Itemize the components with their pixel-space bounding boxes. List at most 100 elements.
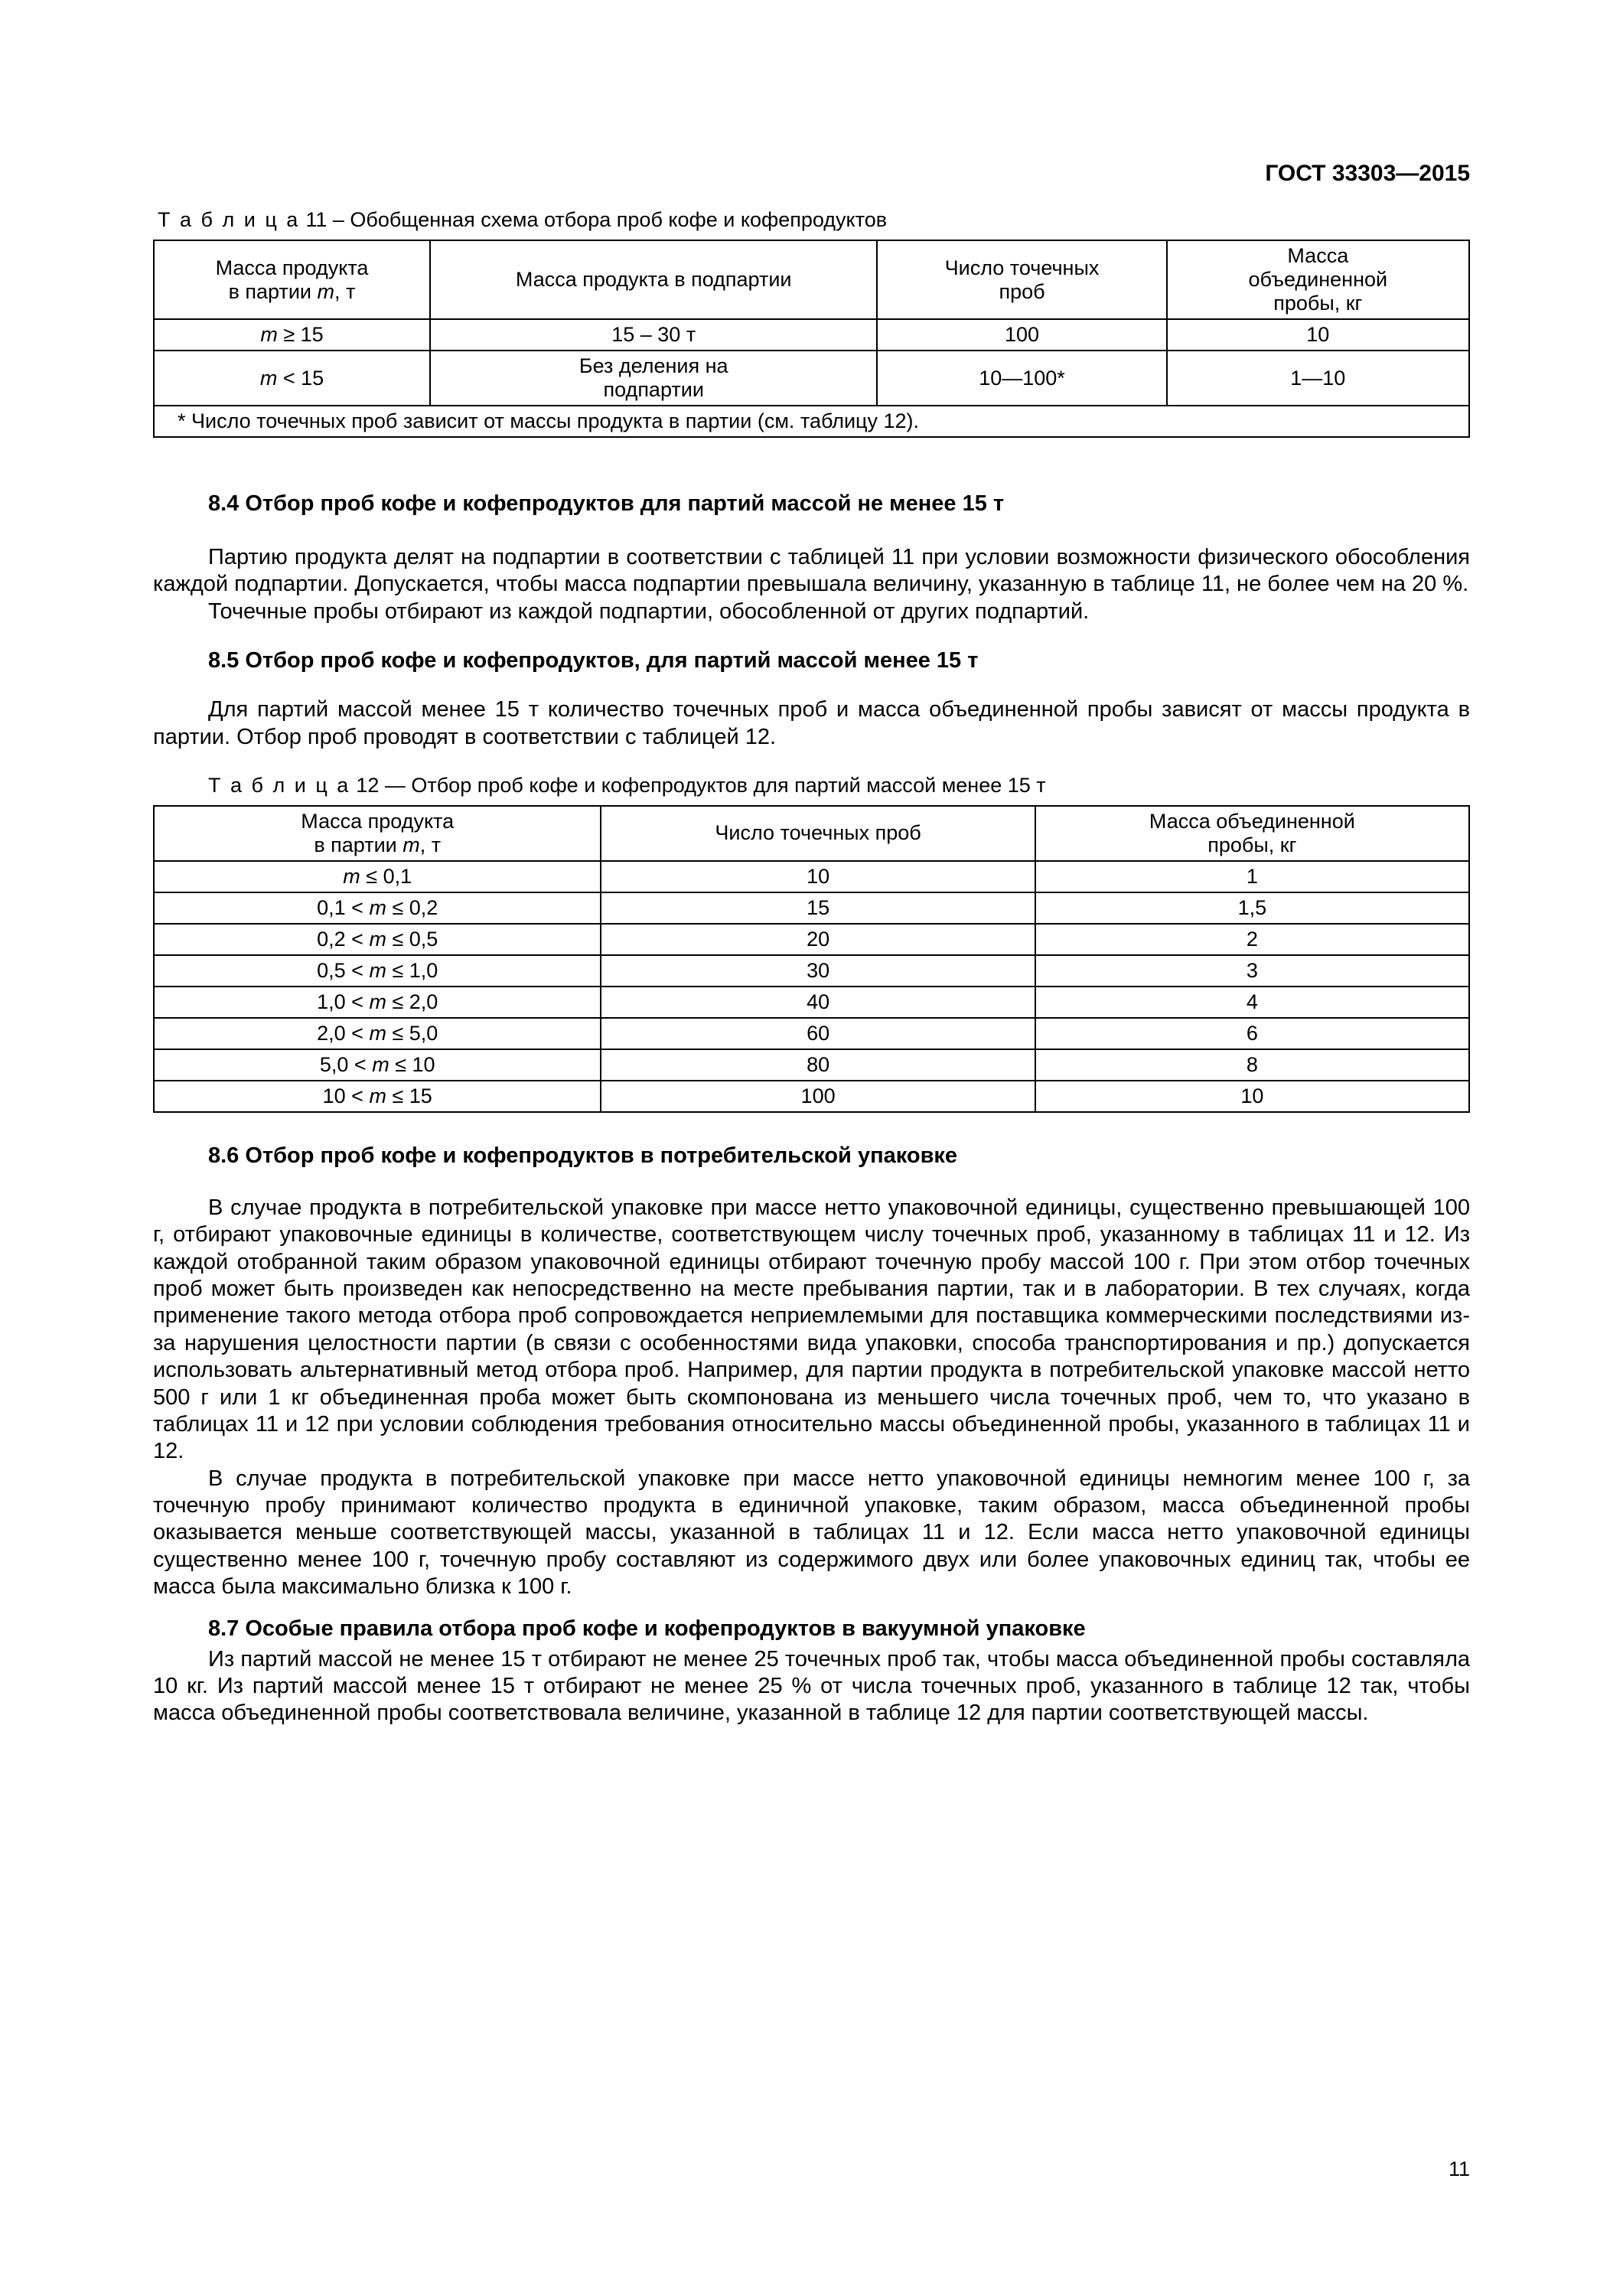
table12-row-7: 5,0 < m ≤ 10 80 8 [154, 1049, 1469, 1081]
t11-r2c2a: Без деления на [579, 354, 728, 377]
t12-r2c1m: m [369, 896, 386, 919]
table12-row-1: m ≤ 0,1 10 1 [154, 861, 1469, 892]
t12-r3c1r: ≤ 0,5 [386, 928, 438, 951]
t12-r1c1r: ≤ 0,1 [360, 865, 412, 888]
t12-h1c: m [402, 833, 420, 856]
para-8-7-1: Из партий массой не менее 15 т отбирают … [153, 1646, 1470, 1727]
table11-h4: Масса объединенной пробы, кг [1167, 240, 1469, 319]
t12-h1a: Масса продукта [301, 810, 454, 833]
t12-r8c2: 100 [601, 1081, 1035, 1112]
t12-r4c1p: 0,5 < [317, 959, 369, 982]
t12-r5c3: 4 [1035, 987, 1469, 1018]
table11-caption-prefix: Т а б л и ц а [158, 208, 300, 231]
t12-r6c1r: ≤ 5,0 [386, 1022, 438, 1045]
t11-r1c4: 10 [1167, 319, 1469, 351]
t12-r7c2: 80 [601, 1049, 1035, 1081]
page: ГОСТ 33303—2015 Т а б л и ц а 11 – Обобщ… [0, 0, 1623, 2296]
t12-r1c1m: m [343, 865, 360, 888]
t12-h1b: в партии [314, 833, 402, 856]
t12-r7c1r: ≤ 10 [389, 1053, 435, 1076]
t12-r6c1: 2,0 < m ≤ 5,0 [154, 1018, 601, 1049]
t12-r6c1p: 2,0 < [317, 1022, 369, 1045]
t12-r3c1m: m [369, 928, 386, 951]
table12-caption-prefix: Т а б л и ц а [208, 774, 350, 797]
t12-r2c1p: 0,1 < [317, 896, 369, 919]
t12-r7c3: 8 [1035, 1049, 1469, 1081]
t11-r2c4: 1—10 [1167, 351, 1469, 406]
table11-footnote: * Число точечных проб зависит от массы п… [154, 406, 1469, 437]
table12-row-5: 1,0 < m ≤ 2,0 40 4 [154, 987, 1469, 1018]
table12: Масса продукта в партии m, т Число точеч… [153, 805, 1470, 1113]
t12-r3c1: 0,2 < m ≤ 0,5 [154, 924, 601, 955]
t12-r4c2: 30 [601, 955, 1035, 987]
page-number: 11 [1449, 2157, 1470, 2181]
t12-r8c1: 10 < m ≤ 15 [154, 1081, 601, 1112]
t12-r6c1m: m [369, 1022, 386, 1045]
heading-8-5: 8.5 Отбор проб кофе и кофепродуктов, для… [153, 648, 1470, 673]
table12-row-3: 0,2 < m ≤ 0,5 20 2 [154, 924, 1469, 955]
t12-r7c1: 5,0 < m ≤ 10 [154, 1049, 601, 1081]
table12-row-8: 10 < m ≤ 15 100 10 [154, 1081, 1469, 1112]
t11-h1c: m [318, 280, 335, 303]
heading-8-7: 8.7 Особые правила отбора проб кофе и ко… [153, 1616, 1470, 1642]
t12-r7c1m: m [372, 1053, 389, 1076]
t12-h1d: , т [420, 833, 441, 856]
table12-row-4: 0,5 < m ≤ 1,0 30 3 [154, 955, 1469, 987]
table11-row-1: m ≥ 15 15 – 30 т 100 10 [154, 319, 1469, 351]
t11-h1a: Масса продукта [216, 256, 369, 279]
t11-r1c2: 15 – 30 т [430, 319, 877, 351]
table12-caption-rest: 12 — Отбор проб кофе и кофепродуктов для… [350, 774, 1046, 797]
table12-row-6: 2,0 < m ≤ 5,0 60 6 [154, 1018, 1469, 1049]
t11-r2c1: m < 15 [154, 351, 430, 406]
t11-r1c3: 100 [877, 319, 1166, 351]
t12-r3c1p: 0,2 < [317, 928, 369, 951]
t12-h3a: Масса объединенной [1149, 810, 1355, 833]
t11-h4b: объединенной [1249, 268, 1388, 291]
para-8-6-1: В случае продукта в потребительской упак… [153, 1195, 1470, 1466]
t12-r1c1: m ≤ 0,1 [154, 861, 601, 892]
t11-h4a: Масса [1287, 244, 1348, 267]
t12-r5c1m: m [369, 990, 386, 1013]
t12-r1c3: 1 [1035, 861, 1469, 892]
t11-footnote-cell: * Число точечных проб зависит от массы п… [154, 406, 1469, 437]
heading-8-4: 8.4 Отбор проб кофе и кофепродуктов для … [153, 491, 1470, 517]
table12-h2: Число точечных проб [601, 806, 1035, 861]
para-8-6-2: В случае продукта в потребительской упак… [153, 1466, 1470, 1601]
t12-r5c2: 40 [601, 987, 1035, 1018]
table11-h3: Число точечных проб [877, 240, 1166, 319]
table11-caption-rest: 11 – Обобщенная схема отбора проб кофе и… [300, 208, 887, 231]
para-8-4-1: Партию продукта делят на подпартии в соо… [153, 544, 1470, 598]
table11: Масса продукта в партии m, т Масса проду… [153, 240, 1470, 438]
heading-8-6: 8.6 Отбор проб кофе и кофепродуктов в по… [153, 1143, 1470, 1169]
t12-r2c2: 15 [601, 892, 1035, 924]
table11-h1: Масса продукта в партии m, т [154, 240, 430, 319]
t12-r5c1p: 1,0 < [317, 990, 369, 1013]
t12-r6c3: 6 [1035, 1018, 1469, 1049]
table12-header-row: Масса продукта в партии m, т Число точеч… [154, 806, 1469, 861]
t12-r8c1m: m [369, 1084, 386, 1107]
table11-header-row: Масса продукта в партии m, т Масса проду… [154, 240, 1469, 319]
t12-r4c1m: m [369, 959, 386, 982]
t11-h3b: проб [999, 280, 1045, 303]
table12-row-2: 0,1 < m ≤ 0,2 15 1,5 [154, 892, 1469, 924]
t12-r8c3: 10 [1035, 1081, 1469, 1112]
t12-r3c2: 20 [601, 924, 1035, 955]
t11-r1c1m: m [260, 323, 278, 346]
table11-caption: Т а б л и ц а 11 – Обобщенная схема отбо… [158, 208, 1470, 232]
table12-h3: Масса объединенной пробы, кг [1035, 806, 1469, 861]
table11-h2: Масса продукта в подпартии [430, 240, 877, 319]
t12-r4c1r: ≤ 1,0 [386, 959, 438, 982]
para-8-5-1: Для партий массой менее 15 т количество … [153, 696, 1470, 751]
para-8-4-2: Точечные пробы отбирают из каждой подпар… [153, 598, 1470, 625]
t12-r2c3: 1,5 [1035, 892, 1469, 924]
t11-h3a: Число точечных [945, 256, 1100, 279]
t12-r1c2: 10 [601, 861, 1035, 892]
t12-r3c3: 2 [1035, 924, 1469, 955]
t12-r6c2: 60 [601, 1018, 1035, 1049]
table11-row-2: m < 15 Без деления на подпартии 10—100* … [154, 351, 1469, 406]
t11-r2c2b: подпартии [604, 378, 704, 401]
standard-code: ГОСТ 33303—2015 [153, 161, 1470, 187]
t12-r5c1: 1,0 < m ≤ 2,0 [154, 987, 601, 1018]
t12-r7c1p: 5,0 < [320, 1053, 372, 1076]
t11-h1b: в партии [229, 280, 318, 303]
